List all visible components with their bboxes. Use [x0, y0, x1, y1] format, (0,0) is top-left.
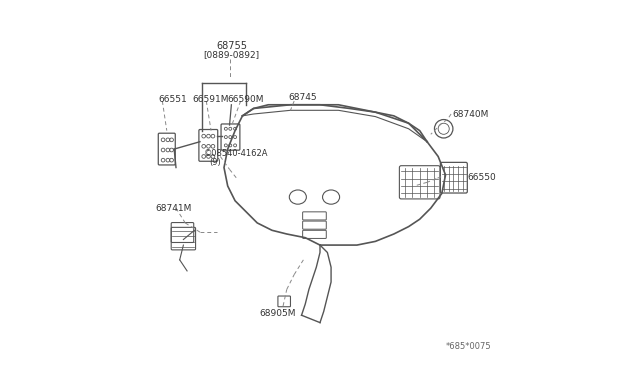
Text: 68740M: 68740M [452, 109, 488, 119]
Text: 68745: 68745 [289, 93, 317, 102]
Text: 66590M: 66590M [227, 95, 264, 104]
Text: 68755: 68755 [216, 41, 247, 51]
Text: *685*0075: *685*0075 [446, 342, 492, 351]
Text: (9): (9) [209, 157, 221, 167]
Text: ©08540-4162A: ©08540-4162A [204, 150, 268, 158]
Text: 66550: 66550 [468, 173, 497, 182]
Text: [0889-0892]: [0889-0892] [204, 51, 259, 60]
Text: 66551: 66551 [158, 95, 187, 104]
Text: 68905M: 68905M [259, 309, 296, 318]
Text: 66591M: 66591M [193, 95, 229, 104]
Text: 68741M: 68741M [156, 203, 192, 213]
